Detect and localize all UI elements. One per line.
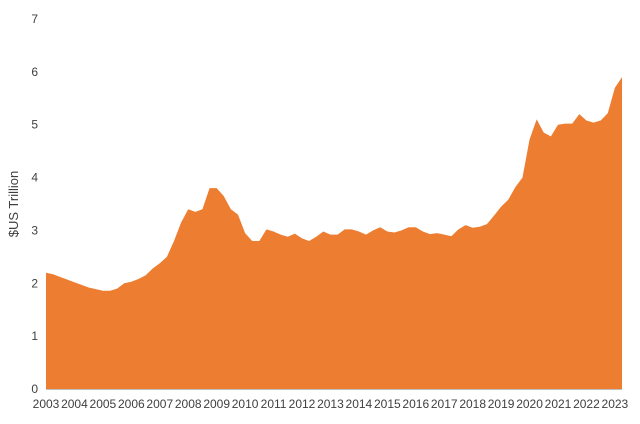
- x-tick-label: 2005: [90, 397, 117, 411]
- y-tick-label: 1: [31, 329, 38, 343]
- y-tick-label: 4: [31, 171, 38, 185]
- y-axis-title: $US Trillion: [6, 171, 21, 237]
- x-tick-label: 2016: [402, 397, 429, 411]
- y-tick-label: 6: [31, 65, 38, 79]
- x-tick-label: 2008: [175, 397, 202, 411]
- x-tick-label: 2018: [459, 397, 486, 411]
- x-tick-label: 2010: [232, 397, 259, 411]
- x-tick-label: 2022: [573, 397, 600, 411]
- y-tick-label: 2: [31, 276, 38, 290]
- x-axis-ticks: 2003 2004 2005 2006 2007 2008 2009 2010 2011 2012…: [33, 397, 629, 411]
- x-tick-label: 2017: [431, 397, 458, 411]
- x-tick-label: 2006: [118, 397, 145, 411]
- x-tick-label: 2019: [488, 397, 515, 411]
- y-tick-label: 5: [31, 118, 38, 132]
- x-tick-label: 2012: [289, 397, 316, 411]
- x-tick-label: 2020: [516, 397, 543, 411]
- x-tick-label: 2011: [261, 397, 287, 411]
- y-tick-label: 0: [31, 382, 38, 396]
- x-tick-label: 2015: [374, 397, 401, 411]
- y-tick-label: 3: [31, 223, 38, 237]
- x-tick-label: 2014: [346, 397, 373, 411]
- y-tick-label: 7: [31, 12, 38, 26]
- x-tick-label: 2023: [602, 397, 629, 411]
- x-tick-label: 2021: [545, 397, 572, 411]
- area-layer: [46, 77, 622, 389]
- x-tick-label: 2009: [203, 397, 230, 411]
- x-tick-label: 2004: [61, 397, 88, 411]
- x-tick-label: 2003: [33, 397, 60, 411]
- x-tick-label: 2013: [317, 397, 344, 411]
- area-series: [46, 77, 622, 389]
- x-tick-label: 2007: [146, 397, 173, 411]
- y-axis-ticks: 0 1 2 3 4 5 6 7: [31, 12, 38, 396]
